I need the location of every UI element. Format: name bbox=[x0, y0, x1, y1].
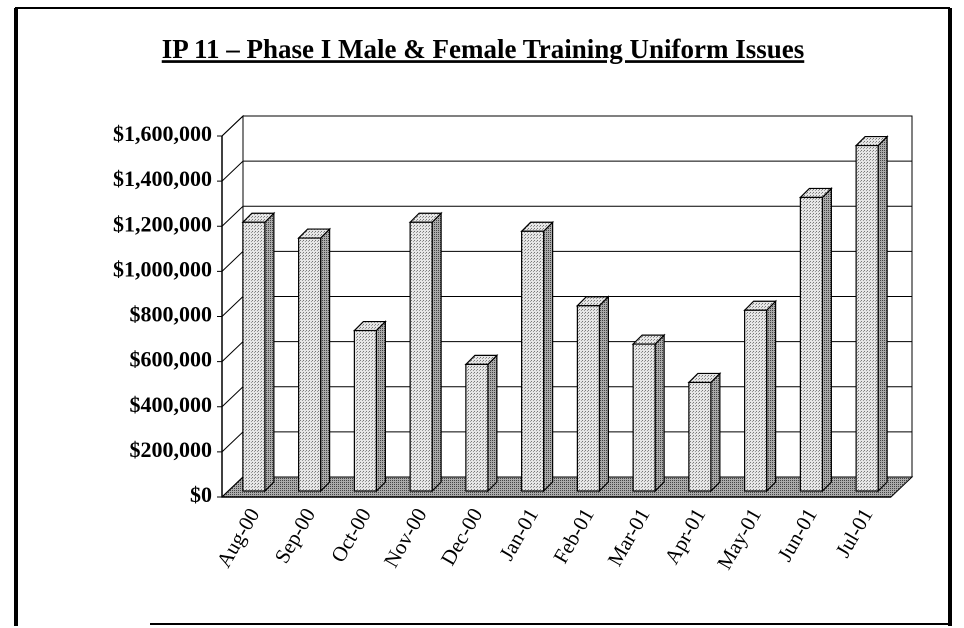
bar-side bbox=[598, 295, 609, 493]
bar-side bbox=[710, 371, 721, 493]
bar bbox=[632, 343, 656, 492]
bar bbox=[576, 305, 600, 492]
bar-group bbox=[464, 353, 499, 493]
y-tick-label: $400,000 bbox=[130, 392, 213, 417]
bar-side bbox=[487, 353, 498, 493]
bar-side bbox=[543, 220, 554, 493]
bar-group bbox=[631, 333, 666, 493]
bar-group bbox=[743, 299, 778, 493]
bar-group bbox=[352, 320, 387, 493]
bar-group bbox=[297, 227, 332, 493]
bar-group bbox=[854, 135, 889, 493]
bar-side bbox=[766, 299, 777, 493]
bar bbox=[744, 309, 768, 492]
bar-side bbox=[877, 135, 888, 493]
y-tick-label: $0 bbox=[190, 482, 212, 507]
bar bbox=[521, 230, 545, 492]
bar-group bbox=[520, 220, 555, 493]
bar-group bbox=[687, 371, 722, 493]
y-tick-label: $800,000 bbox=[130, 302, 213, 327]
y-tick-label: $600,000 bbox=[130, 347, 213, 372]
bar-side bbox=[375, 320, 386, 493]
bar bbox=[855, 144, 879, 492]
y-tick-label: $1,200,000 bbox=[113, 211, 212, 236]
grid-line bbox=[221, 205, 912, 227]
y-tick-label: $1,600,000 bbox=[113, 121, 212, 146]
bar-group bbox=[408, 211, 443, 493]
bar-side bbox=[320, 227, 331, 493]
bar-side bbox=[821, 186, 832, 493]
bar-side bbox=[264, 211, 275, 493]
bar bbox=[799, 196, 823, 492]
bar-group bbox=[241, 211, 276, 493]
grid-line bbox=[221, 160, 912, 182]
bar bbox=[465, 363, 489, 492]
bar-side bbox=[431, 211, 442, 493]
grid-line bbox=[221, 115, 912, 137]
bar-group bbox=[798, 186, 833, 493]
chart-title: IP 11 – Phase I Male & Female Training U… bbox=[162, 34, 805, 64]
bar bbox=[688, 381, 712, 492]
bar bbox=[298, 237, 322, 492]
y-tick-label: $1,400,000 bbox=[113, 166, 212, 191]
y-tick-label: $1,000,000 bbox=[113, 256, 212, 281]
bar-side bbox=[654, 333, 665, 493]
bar bbox=[409, 221, 433, 492]
bar bbox=[353, 329, 377, 492]
y-tick-label: $200,000 bbox=[130, 437, 213, 462]
bar bbox=[242, 221, 266, 492]
bar-group bbox=[575, 295, 610, 493]
